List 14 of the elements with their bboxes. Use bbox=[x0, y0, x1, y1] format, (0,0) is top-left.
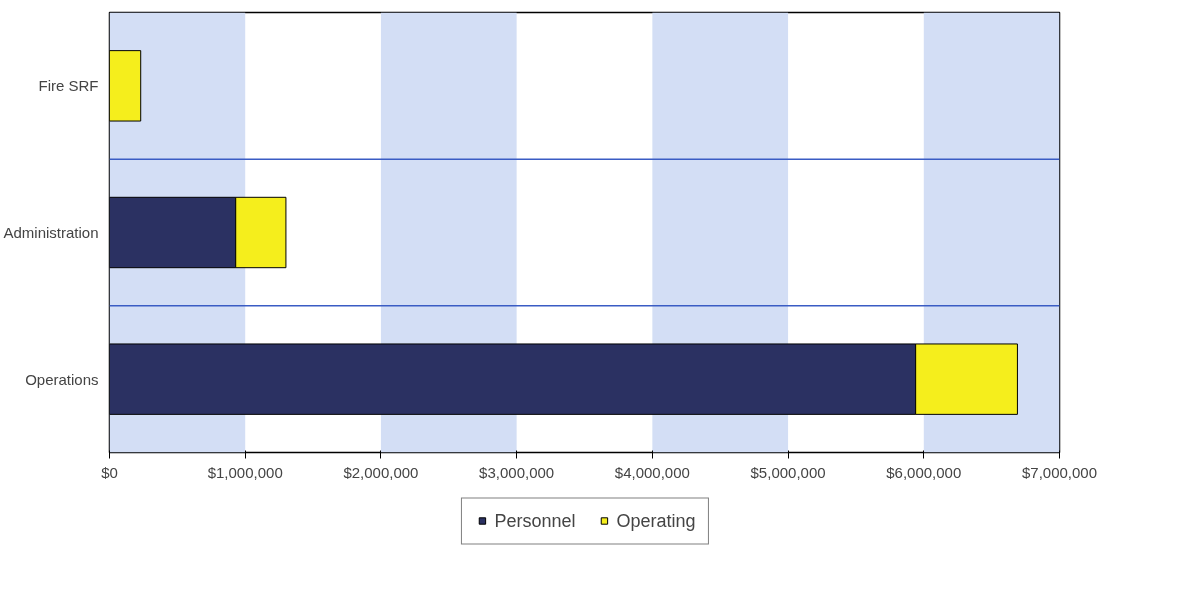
y-tick-label: Fire SRF bbox=[38, 77, 99, 95]
bar bbox=[109, 50, 142, 122]
y-tick-label: Operations bbox=[25, 370, 99, 388]
x-tick-label: $0 bbox=[101, 463, 118, 481]
x-tick-label: $6,000,000 bbox=[886, 463, 962, 481]
legend-label: Personnel bbox=[494, 510, 576, 531]
x-tick-label: $1,000,000 bbox=[207, 463, 283, 481]
y-tick-label: Administration bbox=[3, 224, 99, 241]
x-tick-label: $2,000,000 bbox=[343, 463, 419, 481]
legend-label: Operating bbox=[616, 510, 696, 531]
x-tick-label: $3,000,000 bbox=[479, 463, 555, 481]
x-tick-label: $7,000,000 bbox=[1021, 463, 1098, 481]
x-tick-label: $5,000,000 bbox=[750, 463, 826, 481]
x-tick-label: $4,000,000 bbox=[614, 463, 690, 481]
